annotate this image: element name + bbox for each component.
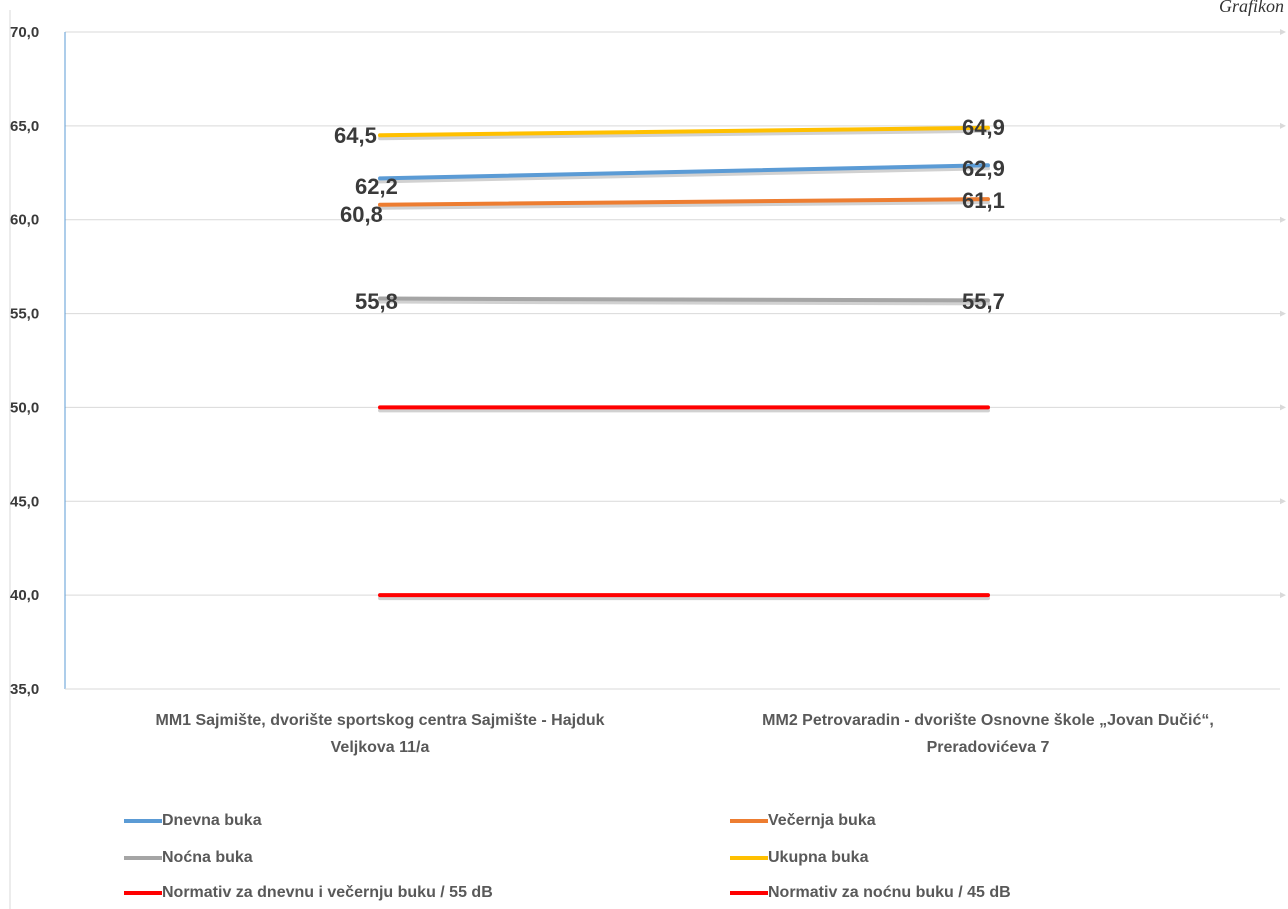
- x-category-label: MM2 Petrovaradin - dvorište Osnovne škol…: [762, 712, 1214, 729]
- data-labels: 62,2 62,9 60,8 61,1 55,8 55,7 64,5 64,9: [334, 115, 1005, 314]
- legend-swatch: [124, 891, 162, 895]
- data-label: 64,5: [334, 123, 377, 148]
- y-tick-label: 40,0: [10, 587, 39, 604]
- x-category-label: Veljkova 11/a: [331, 739, 430, 756]
- y-tick-label: 45,0: [10, 493, 39, 510]
- y-tick-label: 65,0: [10, 118, 39, 135]
- y-tick-label: 55,0: [10, 306, 39, 323]
- series-line-shadow: [378, 299, 990, 306]
- y-tick-label: 60,0: [10, 212, 39, 229]
- legend-label: Normativ za noćnu buku / 45 dB: [768, 884, 1011, 901]
- legend-swatch: [730, 891, 768, 895]
- legend-item: Normativ za dnevnu i večernju buku / 55 …: [124, 881, 493, 905]
- series-line-shadow: [378, 128, 990, 141]
- gridline-arrow: [1280, 592, 1286, 599]
- legend-item: Normativ za noćnu buku / 45 dB: [730, 881, 1011, 905]
- x-category-label: MM1 Sajmište, dvorište sportskog centra …: [155, 712, 604, 729]
- legend-label: Normativ za dnevnu i večernju buku / 55 …: [162, 884, 493, 901]
- legend-item: Dnevna buka: [124, 809, 262, 833]
- data-label: 55,7: [962, 289, 1005, 314]
- legend-swatch: [730, 856, 768, 860]
- y-tick-label: 70,0: [10, 24, 39, 41]
- legend-item: Ukupna buka: [730, 846, 868, 870]
- data-label: 55,8: [355, 289, 398, 314]
- legend-swatch: [124, 819, 162, 823]
- gridline-arrow: [1280, 122, 1286, 129]
- x-axis: MM1 Sajmište, dvorište sportskog centra …: [65, 688, 1280, 756]
- gridlines: [9, 10, 1286, 909]
- legend-label: Dnevna buka: [162, 812, 262, 829]
- series-line: [378, 163, 990, 181]
- legend-label: Ukupna buka: [768, 849, 869, 866]
- legend: Dnevna buka Večernja buka Noćna buka Ukupna…: [0, 805, 1288, 909]
- legend-label: Noćna buka: [162, 849, 253, 866]
- gridline-arrow: [1280, 216, 1286, 223]
- gridline-arrow: [1280, 404, 1286, 411]
- series-line: [378, 125, 990, 138]
- legend-swatch: [730, 819, 768, 823]
- legend-item: Noćna buka: [124, 846, 253, 870]
- chart-corner-label: Grafikon: [1219, 0, 1284, 16]
- series-line-shadow: [378, 200, 990, 210]
- data-label: 64,9: [962, 115, 1005, 140]
- data-label: 61,1: [962, 188, 1005, 213]
- y-tick-label: 50,0: [10, 399, 39, 416]
- series-line: [378, 296, 990, 303]
- gridline-arrow: [1280, 29, 1286, 35]
- series-line-shadow: [378, 166, 990, 184]
- gridline-arrow: [1280, 498, 1286, 505]
- legend-label: Večernja buka: [768, 812, 876, 829]
- x-category-label: Preradovićeva 7: [927, 739, 1050, 756]
- legend-item: Večernja buka: [730, 809, 876, 833]
- data-label: 62,2: [355, 174, 398, 199]
- data-label: 60,8: [340, 202, 383, 227]
- legend-swatch: [124, 856, 162, 860]
- y-axis: 35,0 40,0 45,0 50,0 55,0 60,0 65,0 70,0: [10, 24, 66, 698]
- series-line: [378, 197, 990, 207]
- gridline-arrow: [1280, 310, 1286, 317]
- data-label: 62,9: [962, 156, 1005, 181]
- series-lines: [378, 125, 990, 601]
- y-tick-label: 35,0: [10, 681, 39, 698]
